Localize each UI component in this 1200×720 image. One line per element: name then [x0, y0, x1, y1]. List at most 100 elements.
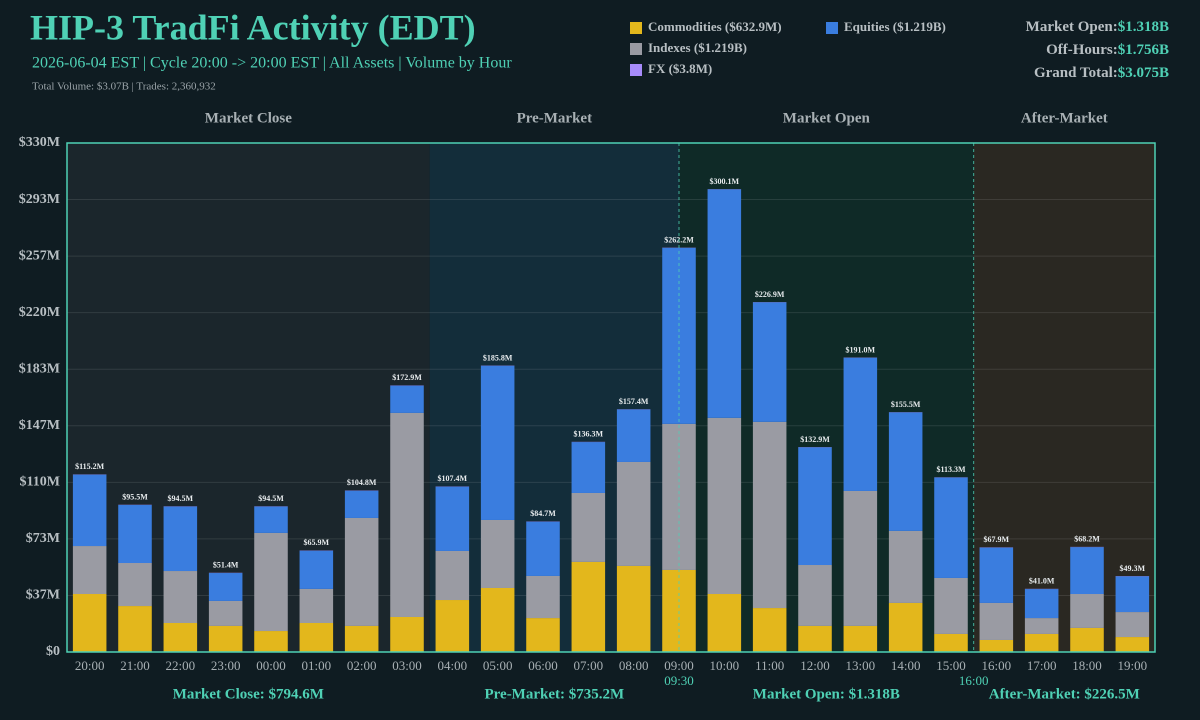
- y-tick-label: $220M: [19, 305, 60, 320]
- session-label: Market Close: [205, 110, 292, 126]
- legend-label: Commodities ($632.9M): [648, 19, 782, 34]
- total-label: $94.5M: [258, 494, 284, 503]
- x-tick-label: 12:00: [800, 658, 830, 673]
- bar-segment: [254, 532, 288, 632]
- summary-label: Off-Hours:: [1046, 42, 1118, 58]
- bar-segment: [1024, 618, 1059, 634]
- bar-segment: [888, 530, 923, 603]
- bar-segment: [979, 639, 1014, 652]
- bar-segment: [299, 588, 334, 624]
- bar-segment: [707, 594, 742, 652]
- x-tick-label: 23:00: [211, 658, 241, 673]
- x-tick-label: 09:00: [664, 658, 694, 673]
- bar-segment: [616, 461, 651, 566]
- bar-segment: [435, 486, 470, 551]
- x-tick-label: 17:00: [1027, 658, 1057, 673]
- legend-label: Indexes ($1.219B): [648, 40, 747, 55]
- total-label: $226.9M: [755, 290, 785, 299]
- bar-segment: [344, 490, 379, 518]
- x-tick-label: 11:00: [755, 658, 784, 673]
- total-label: $113.3M: [936, 465, 966, 474]
- y-tick-label: $330M: [19, 135, 60, 150]
- bar-segment: [163, 506, 198, 572]
- bar-segment: [843, 357, 878, 491]
- bar-segment: [480, 365, 515, 520]
- x-tick-label: 14:00: [891, 658, 921, 673]
- y-tick-label: $147M: [19, 418, 60, 433]
- chart-note: Total Volume: $3.07B | Trades: 2,360,932: [32, 81, 216, 93]
- session-total: Pre-Market: $735.2M: [484, 686, 624, 702]
- session-total: After-Market: $226.5M: [989, 686, 1140, 702]
- chart-subtitle: 2026-06-04 EST | Cycle 20:00 -> 20:00 ES…: [32, 55, 512, 72]
- x-tick-label: 20:00: [75, 658, 105, 673]
- summary-value: $1.318B: [1118, 19, 1169, 35]
- legend-label: Equities ($1.219B): [844, 19, 946, 34]
- y-tick-label: $293M: [19, 192, 60, 207]
- total-label: $300.1M: [710, 177, 740, 186]
- bar-segment: [888, 412, 923, 531]
- summary-line: Grand Total:$3.075B: [1034, 65, 1169, 81]
- total-label: $49.3M: [1120, 564, 1146, 573]
- total-label: $95.5M: [122, 493, 148, 502]
- bar-segment: [208, 600, 243, 626]
- bar-segment: [707, 417, 742, 595]
- bar-segment: [616, 409, 651, 462]
- x-tick-label: 05:00: [483, 658, 513, 673]
- bar-segment: [118, 505, 152, 564]
- total-label: $136.3M: [574, 430, 604, 439]
- bar-segment: [435, 550, 470, 601]
- bar-segment: [1024, 589, 1059, 619]
- x-tick-label: 18:00: [1072, 658, 1102, 673]
- y-tick-label: $110M: [20, 475, 60, 490]
- bar-segment: [934, 577, 968, 634]
- y-tick-label: $257M: [19, 248, 60, 263]
- total-label: $107.4M: [438, 474, 468, 483]
- bar-segment: [72, 594, 107, 652]
- bar-segment: [979, 547, 1014, 603]
- x-tick-label: 00:00: [256, 658, 286, 673]
- bar-segment: [344, 517, 379, 626]
- bar-segment: [299, 550, 334, 589]
- total-label: $104.8M: [347, 478, 377, 487]
- bar-segment: [752, 608, 787, 652]
- total-label: $157.4M: [619, 397, 649, 406]
- total-label: $65.9M: [304, 538, 330, 547]
- bar-segment: [1070, 627, 1104, 652]
- bar-segment: [1115, 637, 1150, 652]
- bar-segment: [798, 625, 832, 652]
- legend-swatch: [630, 43, 642, 55]
- y-tick-label: $183M: [19, 361, 60, 376]
- bar-segment: [571, 492, 606, 562]
- bar-segment: [254, 506, 288, 533]
- bar-segment: [798, 447, 832, 566]
- bar-segment: [707, 189, 742, 418]
- bar-segment: [1115, 612, 1150, 638]
- bar-segment: [208, 625, 243, 652]
- bar-segment: [299, 623, 334, 652]
- bar-segment: [390, 616, 424, 652]
- bar-segment: [480, 519, 515, 588]
- legend-swatch: [630, 22, 642, 34]
- chart-title: HIP-3 TradFi Activity (EDT): [30, 7, 476, 47]
- total-label: $191.0M: [846, 345, 876, 354]
- summary-value: $3.075B: [1118, 65, 1169, 81]
- total-label: $68.2M: [1074, 535, 1100, 544]
- bar-segment: [118, 563, 152, 607]
- session-label: Market Open: [783, 110, 871, 126]
- total-label: $155.5M: [891, 400, 921, 409]
- bar-segment: [571, 561, 606, 652]
- y-tick-label: $37M: [26, 588, 60, 603]
- total-label: $84.7M: [530, 509, 556, 518]
- bar-segment: [480, 587, 515, 652]
- total-label: $172.9M: [392, 373, 422, 382]
- bar-segment: [1024, 633, 1059, 652]
- x-tick-label: 03:00: [392, 658, 422, 673]
- session-total: Market Open: $1.318B: [753, 686, 900, 702]
- bar-segment: [752, 302, 787, 422]
- bar-segment: [934, 477, 968, 578]
- bar-segment: [526, 521, 560, 576]
- total-label: $67.9M: [984, 535, 1010, 544]
- bar-segment: [752, 421, 787, 609]
- legend-swatch: [826, 22, 838, 34]
- summary-value: $1.756B: [1118, 42, 1169, 58]
